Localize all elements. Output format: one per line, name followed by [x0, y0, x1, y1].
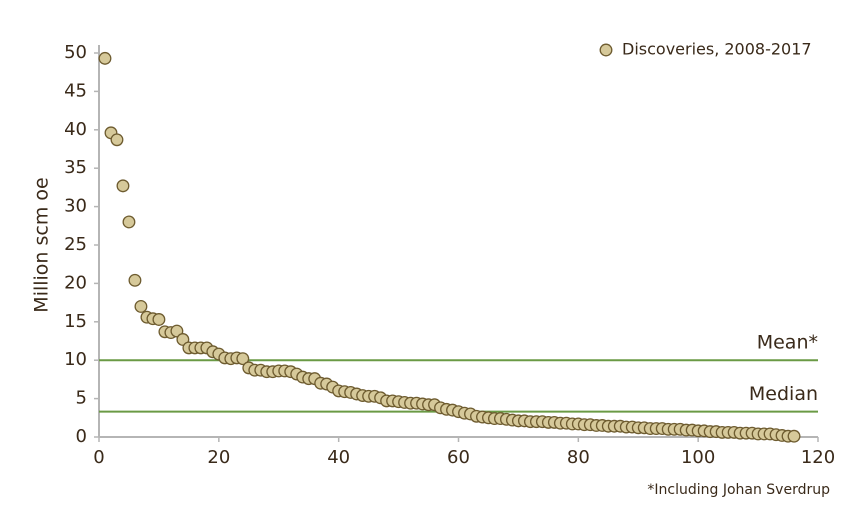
y-tick-label: 35 [64, 157, 87, 178]
y-tick-label: 10 [64, 349, 87, 370]
y-tick-label: 50 [64, 42, 87, 63]
y-tick-label: 20 [64, 272, 87, 293]
data-point [122, 215, 136, 229]
reference-label: Mean* [757, 332, 818, 354]
data-point [128, 273, 142, 287]
data-point [152, 313, 166, 326]
y-tick-label: 5 [76, 388, 87, 409]
y-tick-label: 45 [64, 80, 87, 101]
y-tick-label: 40 [64, 119, 87, 140]
data-point [110, 133, 124, 147]
x-tick-label: 80 [567, 447, 590, 468]
x-tick-label: 60 [447, 447, 470, 468]
y-tick-label: 25 [64, 234, 87, 255]
data-point [134, 299, 148, 313]
x-tick-label: 100 [681, 447, 715, 468]
y-tick-label: 15 [64, 311, 87, 332]
legend-marker [599, 43, 613, 57]
data-point [98, 51, 112, 65]
data-point [116, 179, 130, 193]
data-point [236, 352, 250, 366]
x-tick-label: 40 [327, 447, 350, 468]
y-tick-label: 0 [76, 426, 87, 447]
footnote: *Including Johan Sverdrup [647, 482, 830, 498]
x-tick-label: 0 [93, 447, 104, 468]
y-tick-label: 30 [64, 196, 87, 217]
y-axis-label: Million scm oe [31, 177, 53, 312]
x-tick-label: 120 [801, 447, 835, 468]
data-point [787, 429, 801, 443]
x-tick-label: 20 [207, 447, 230, 468]
reference-label: Median [749, 383, 818, 405]
legend-label: Discoveries, 2008-2017 [622, 40, 812, 59]
